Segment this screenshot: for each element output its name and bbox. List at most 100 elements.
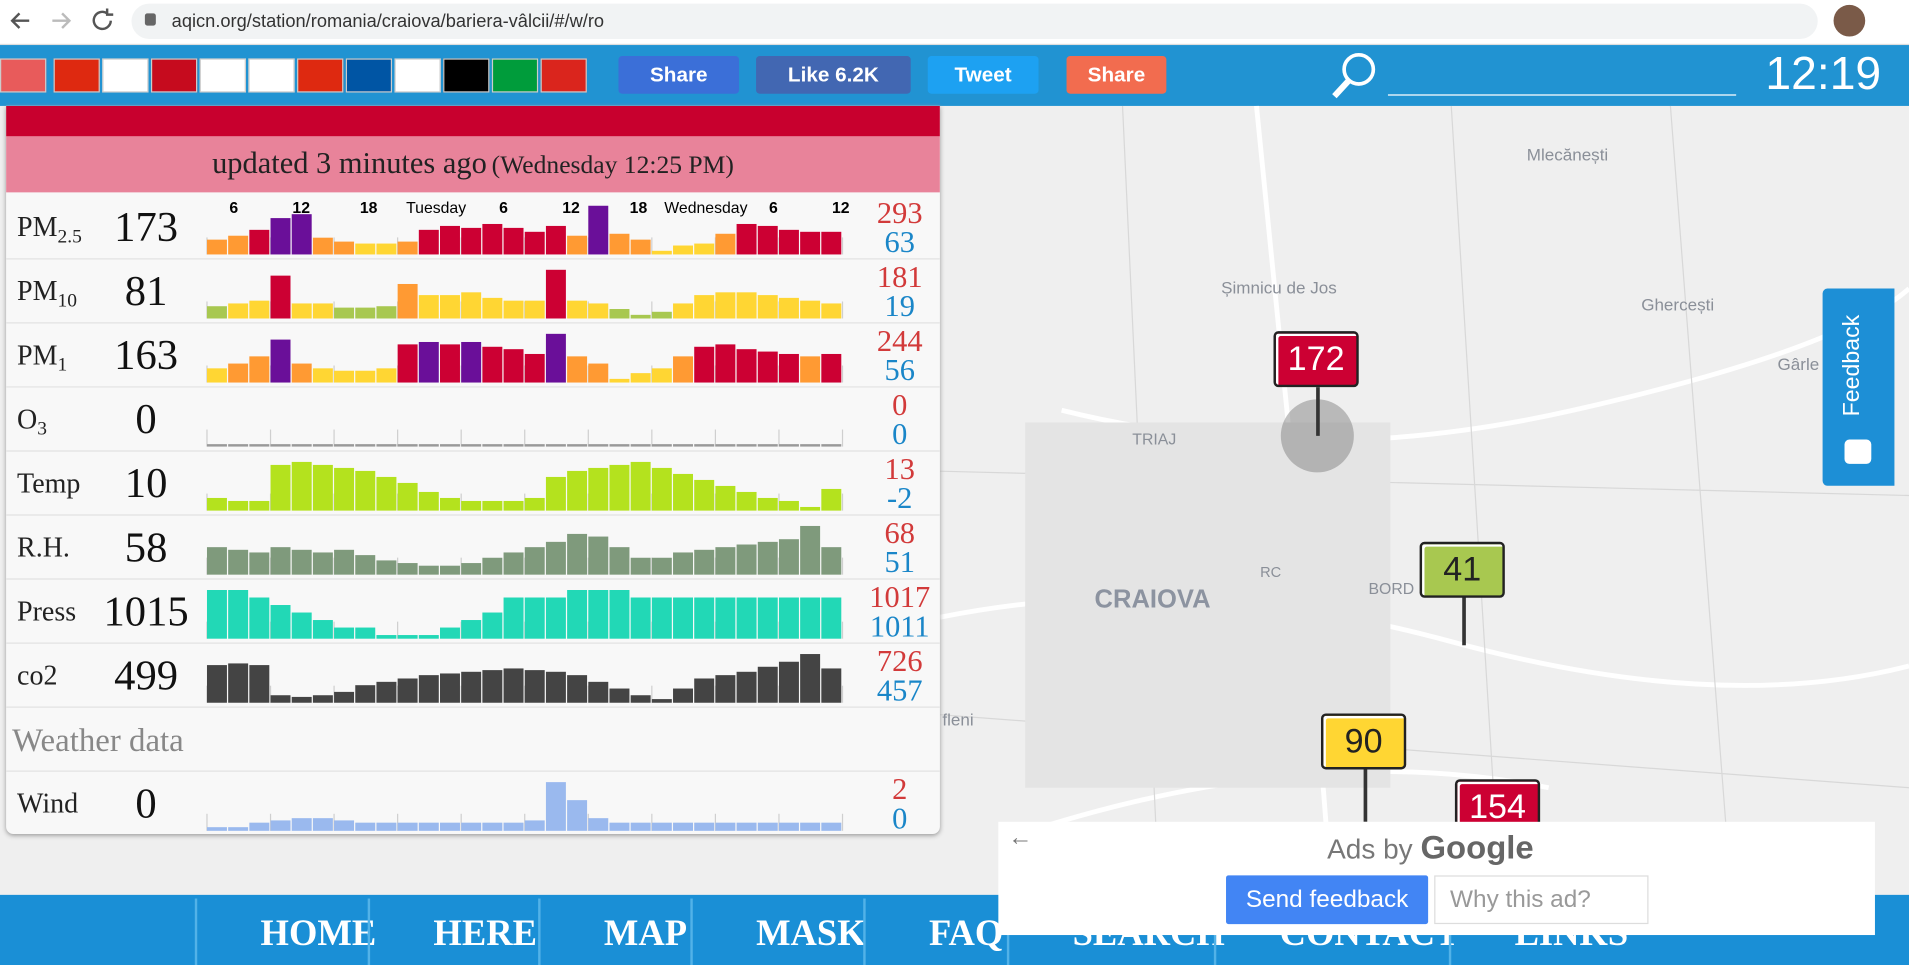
history-bar [249, 356, 270, 383]
share[interactable]: Share [1066, 56, 1167, 94]
history-bar [334, 691, 355, 703]
address-bar[interactable]: aqicn.org/station/romania/craiova/barier… [131, 3, 1818, 39]
history-bar [482, 297, 503, 319]
updated-time: (Wednesday 12:25 PM) [491, 149, 734, 179]
history-bar [397, 283, 418, 319]
history-bar [588, 590, 609, 639]
ad-back[interactable]: ← [1008, 824, 1033, 852]
history-bar [651, 311, 672, 319]
why-this-ad[interactable]: Why this ad? [1434, 875, 1649, 925]
row-max: 68 [885, 516, 915, 550]
history-bar [673, 552, 694, 575]
history-bar [461, 563, 482, 575]
history-bar [482, 670, 503, 703]
time-axis-label: 12 [292, 200, 310, 217]
history-bar [778, 539, 799, 575]
row-label: Wind [17, 789, 78, 820]
marker-pole [1462, 596, 1466, 646]
history-bar [524, 597, 545, 639]
history-bar [630, 314, 651, 319]
row-value: 173 [114, 204, 178, 251]
history-bar [440, 627, 460, 639]
history-bar [228, 500, 249, 511]
history-bar [673, 822, 694, 831]
feedback-tab[interactable]: Feedback [1822, 288, 1895, 486]
history-bar [545, 225, 566, 255]
aqi-marker[interactable]: 90 [1320, 713, 1407, 770]
history-bar [461, 822, 482, 831]
row-label: Press [17, 596, 76, 627]
aqi-marker[interactable]: 41 [1419, 541, 1505, 598]
feedback-icon [1844, 439, 1872, 464]
history-bar [228, 827, 249, 831]
history-bar [821, 353, 842, 383]
history-bar [800, 822, 821, 831]
nav-item[interactable]: HOME [194, 898, 376, 965]
history-bar [588, 536, 609, 575]
time-axis-label: 6 [769, 200, 778, 217]
facebook-share[interactable]: Share [618, 56, 740, 94]
nav-item[interactable]: MAP [538, 898, 687, 965]
history-bar [651, 250, 672, 255]
history-bar [291, 461, 312, 511]
history-bar [270, 464, 291, 511]
history-bar [355, 470, 376, 511]
nav-item[interactable]: FAQ [863, 898, 1003, 965]
history-bar [694, 549, 715, 575]
place-label: TRIAJ [1132, 429, 1177, 449]
flag [491, 58, 539, 93]
row-value: 81 [125, 268, 168, 315]
history-bar [609, 590, 630, 639]
history-bar [524, 231, 545, 255]
flag [394, 58, 441, 93]
history-bar [821, 303, 842, 319]
reload-button[interactable] [92, 8, 114, 31]
nav-item[interactable]: MASK [690, 898, 866, 965]
history-bar [694, 444, 715, 447]
facebook-like[interactable]: Like 6.2K [756, 56, 911, 94]
row-label-sub: 1 [58, 354, 68, 375]
history-bar [206, 306, 227, 319]
history-bar [312, 620, 333, 639]
tweet[interactable]: Tweet [927, 56, 1039, 94]
search[interactable] [1327, 50, 1741, 104]
place-label: Mlecănești [1526, 144, 1609, 165]
history-bar [397, 241, 418, 255]
nav-item[interactable]: HERE [367, 898, 537, 965]
history-bar [630, 444, 651, 447]
forward-button[interactable] [52, 12, 72, 29]
history-bar [800, 597, 821, 639]
history-bar [778, 297, 799, 319]
history-bar [588, 205, 609, 255]
history-bar [736, 544, 757, 575]
history-bar [821, 547, 842, 575]
history-bar [249, 822, 270, 831]
nav-icons [10, 8, 114, 31]
history-bar [524, 547, 545, 575]
history-bar [757, 822, 778, 831]
time-axis-label: Wednesday [664, 200, 747, 217]
history-bar [630, 373, 651, 383]
back-button[interactable] [10, 12, 30, 29]
lock-icon [144, 13, 156, 26]
history-bar [545, 444, 566, 447]
profile-avatar[interactable] [1833, 4, 1866, 37]
row-min: -2 [887, 481, 912, 515]
history-bar [588, 681, 609, 703]
row-min: 1011 [870, 609, 930, 643]
marker-pole [1316, 387, 1320, 436]
time-axis-label: 6 [499, 200, 508, 217]
aqi-marker[interactable]: 172 [1273, 331, 1359, 388]
row-label: PM1 [17, 340, 67, 375]
history-bar [503, 227, 524, 255]
history-bar [249, 229, 270, 255]
history-bar [567, 300, 588, 319]
send-feedback[interactable]: Send feedback [1226, 875, 1429, 925]
row-min: 51 [885, 545, 915, 579]
history-bar [715, 547, 736, 575]
history-bar [440, 822, 460, 831]
history-bar [355, 243, 376, 255]
history-bar [312, 444, 333, 447]
row-label-text: PM [17, 276, 58, 307]
